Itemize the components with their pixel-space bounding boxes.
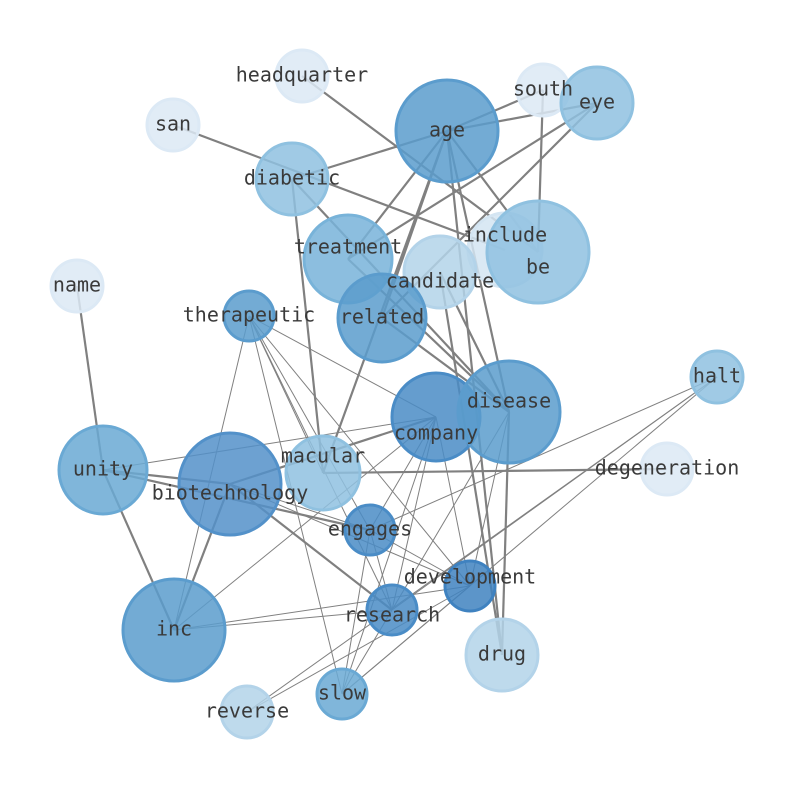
- edge-macular-degeneration: [322, 467, 668, 475]
- edge-diabetic-macular: [290, 178, 325, 474]
- node-reverse: [219, 684, 275, 740]
- node-name: [49, 258, 105, 314]
- node-label-unity: unity: [73, 457, 133, 481]
- node-macular: [284, 434, 362, 512]
- node-label-south: south: [513, 77, 573, 101]
- node-related: [336, 272, 428, 364]
- node-therapeutic: [222, 289, 276, 343]
- node-label-diabetic: diabetic: [244, 166, 340, 190]
- node-research: [365, 583, 419, 637]
- node-san: [145, 97, 201, 153]
- node-label-candidate: candidate: [386, 269, 494, 293]
- node-label-engages: engages: [328, 517, 412, 541]
- node-slow: [315, 667, 369, 721]
- edge-eye-treatment: [347, 102, 598, 260]
- node-label-research: research: [344, 603, 440, 627]
- node-label-eye: eye: [579, 90, 615, 114]
- node-label-macular: macular: [281, 444, 365, 468]
- node-label-related: related: [340, 305, 424, 329]
- edge-development-reverse: [246, 585, 471, 713]
- node-halt: [689, 349, 745, 405]
- node-label-treatment: treatment: [294, 235, 402, 259]
- node-label-slow: slow: [318, 681, 367, 705]
- node-label-degeneration: degeneration: [595, 456, 740, 480]
- edge-halt-engages: [369, 376, 718, 531]
- nodes-layer: [49, 48, 745, 740]
- node-label-age: age: [429, 118, 465, 142]
- node-label-biotechnology: biotechnology: [152, 481, 309, 505]
- edge-halt-reverse: [246, 376, 718, 713]
- node-label-therapeutic: therapeutic: [183, 303, 315, 327]
- node-label-include: include: [463, 223, 547, 247]
- node-label-halt: halt: [693, 364, 741, 388]
- node-engages: [343, 503, 397, 557]
- node-label-drug: drug: [478, 642, 526, 666]
- edge-development-slow: [341, 585, 471, 695]
- node-inc: [121, 577, 227, 683]
- node-drug: [464, 617, 540, 693]
- edge-company-slow: [341, 416, 437, 695]
- node-degeneration: [639, 441, 695, 497]
- node-label-reverse: reverse: [205, 699, 289, 723]
- node-biotechnology: [177, 431, 283, 537]
- edge-san-include: [172, 123, 506, 252]
- node-diabetic: [254, 141, 330, 217]
- node-eye: [559, 65, 635, 141]
- node-label-disease: disease: [467, 389, 551, 413]
- node-label-inc: inc: [156, 617, 192, 641]
- node-development: [443, 559, 497, 613]
- node-headquarter: [274, 48, 330, 104]
- node-label-company: company: [394, 421, 478, 445]
- node-label-name: name: [53, 273, 101, 297]
- node-label-headquarter: headquarter: [236, 63, 368, 87]
- node-age: [394, 78, 500, 184]
- node-be: [485, 199, 591, 305]
- node-unity: [57, 424, 149, 516]
- node-disease: [456, 359, 562, 465]
- node-candidate: [402, 234, 478, 310]
- edge-company-inc: [173, 416, 437, 631]
- node-label-san: san: [155, 112, 191, 136]
- node-label-development: development: [404, 565, 536, 589]
- edge-unity-company: [102, 416, 437, 471]
- edge-engages-slow: [341, 529, 371, 695]
- node-label-be: be: [526, 255, 550, 279]
